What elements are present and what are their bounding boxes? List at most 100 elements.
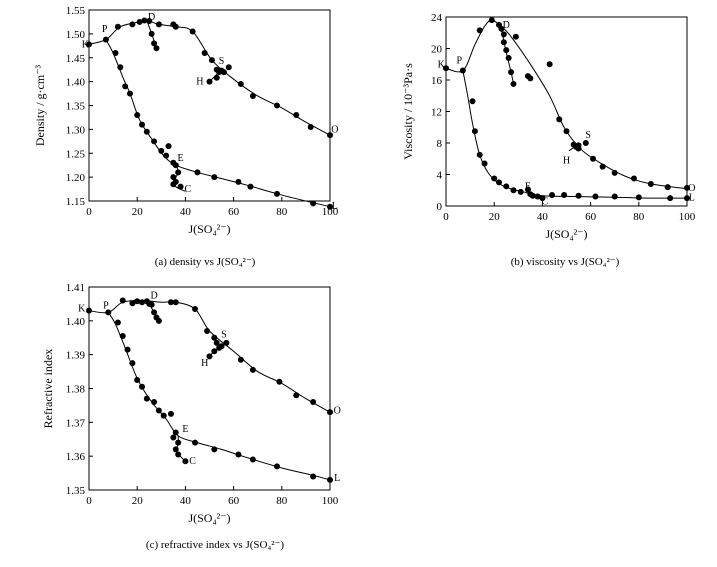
data-point <box>220 69 227 76</box>
data-point <box>237 356 244 363</box>
data-point <box>443 65 449 72</box>
data-point <box>148 301 155 308</box>
data-point <box>590 155 597 162</box>
data-point <box>114 23 121 30</box>
data-point <box>249 366 256 373</box>
data-point <box>575 142 582 149</box>
data-point <box>172 162 179 169</box>
data-point <box>86 307 92 314</box>
y-tick-label: 1.25 <box>66 148 86 160</box>
data-point <box>172 299 179 306</box>
y-axis-label: Refractive index <box>41 349 55 429</box>
data-point <box>684 195 690 202</box>
point-label-c: C <box>189 456 196 467</box>
y-tick-label: 12 <box>431 107 442 119</box>
point-label-e: E <box>525 181 531 192</box>
data-point <box>129 21 136 28</box>
data-point <box>508 69 515 76</box>
plot-frame <box>88 286 331 491</box>
data-point <box>213 339 220 346</box>
y-tick-label: 24 <box>431 12 443 24</box>
data-point <box>105 309 112 316</box>
data-point <box>491 175 498 182</box>
data-point <box>630 175 637 182</box>
density-chart: 0 20 40 60 80 100 1.15 1.20 1.25 1.30 1.35 1.40 1.45… <box>33 5 339 268</box>
x-tick-label: 100 <box>679 211 696 223</box>
data-point <box>273 190 280 197</box>
data-point <box>469 98 476 105</box>
data-point <box>211 174 218 181</box>
point-label-l: L <box>332 201 338 212</box>
x-tick-label: 40 <box>180 495 192 507</box>
data-point <box>293 392 300 399</box>
x-tick-label: 0 <box>86 495 92 507</box>
point-label-l: L <box>334 473 340 484</box>
x-tick-label: 60 <box>228 495 240 507</box>
y-tick-label: 4 <box>437 170 443 182</box>
data-point <box>488 17 495 24</box>
point-label-s: S <box>585 130 591 141</box>
y-axis-label: Density / g·cm⁻³ <box>33 64 47 146</box>
data-point <box>201 49 208 56</box>
data-point <box>167 299 174 306</box>
plot-frame <box>88 9 331 202</box>
data-point <box>647 180 654 187</box>
point-label-h: H <box>201 358 208 369</box>
chart-caption: (c) refractive index vs J(SO₄²⁻) <box>146 539 285 551</box>
data-point <box>172 429 179 436</box>
viscosity-chart: 0 20 40 60 80 100 0 4 8 12 16 20 24 J(SO₄²⁻) Viscosity… <box>401 12 696 268</box>
data-point <box>327 132 333 139</box>
data-point <box>481 160 488 167</box>
data-point <box>126 90 133 97</box>
data-point <box>141 17 148 24</box>
data-point <box>177 183 184 190</box>
x-tick-label: 0 <box>443 211 449 223</box>
data-point <box>310 200 317 207</box>
data-point <box>237 81 244 88</box>
data-point <box>503 183 510 190</box>
y-tick-label: 1.20 <box>66 172 86 184</box>
data-point <box>459 67 466 74</box>
data-point <box>134 112 141 119</box>
y-tick-label: 1.39 <box>66 350 86 362</box>
data-point <box>563 128 570 135</box>
x-axis-label: J(SO₄²⁻) <box>188 222 230 236</box>
point-label-h: H <box>196 77 203 88</box>
data-point <box>208 57 215 64</box>
data-point <box>182 458 189 465</box>
chart-caption: (a) density vs J(SO₄²⁻) <box>155 256 256 268</box>
data-point <box>575 192 582 199</box>
data-point <box>235 451 242 458</box>
data-point <box>146 17 153 24</box>
data-point <box>529 192 536 199</box>
data-point <box>211 334 218 341</box>
data-point <box>498 25 505 32</box>
x-tick-label: 40 <box>180 206 192 218</box>
data-point <box>148 30 155 37</box>
x-tick-label: 20 <box>489 211 501 223</box>
data-point <box>151 40 158 47</box>
y-tick-label: 1.41 <box>66 282 85 294</box>
data-point <box>139 121 146 128</box>
data-point <box>153 45 160 52</box>
y-tick-label: 1.35 <box>66 485 86 497</box>
data-point <box>247 183 254 190</box>
data-point <box>172 23 179 30</box>
data-point <box>112 49 119 56</box>
data-point <box>539 195 546 202</box>
y-tick-label: 1.50 <box>66 29 86 41</box>
x-tick-label: 80 <box>276 495 288 507</box>
data-point <box>561 191 568 198</box>
data-point <box>496 179 503 186</box>
point-label-e: E <box>178 153 184 164</box>
point-label-e: E <box>182 424 188 435</box>
point-label-p: P <box>102 24 108 35</box>
point-label-o: O <box>688 183 695 194</box>
data-point <box>664 184 671 191</box>
point-label-p: P <box>103 301 109 312</box>
y-tick-label: 1.55 <box>66 5 86 17</box>
data-point <box>163 152 170 159</box>
data-point <box>134 377 141 384</box>
y-tick-label: 1.45 <box>66 53 86 65</box>
